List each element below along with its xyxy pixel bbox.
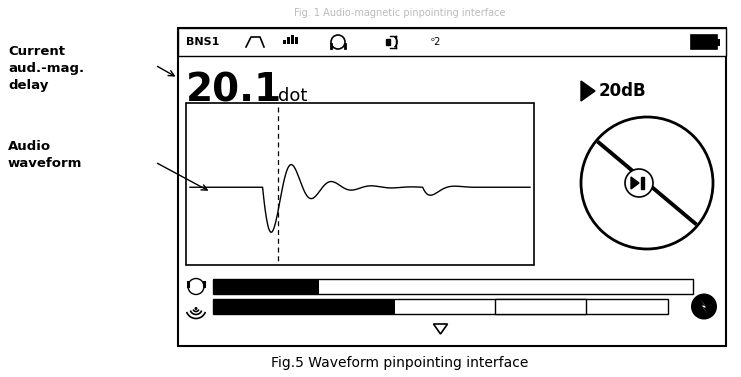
Bar — [283, 40, 285, 44]
Bar — [287, 37, 290, 44]
Text: waveform: waveform — [8, 157, 82, 170]
Bar — [178, 28, 726, 56]
Circle shape — [625, 169, 653, 197]
Bar — [291, 35, 293, 44]
Bar — [213, 279, 693, 294]
Bar — [691, 35, 717, 49]
Bar — [213, 279, 319, 294]
Text: Current: Current — [8, 45, 65, 58]
Polygon shape — [581, 81, 595, 101]
Text: ᵒ2: ᵒ2 — [431, 37, 441, 47]
Polygon shape — [631, 177, 639, 189]
Bar — [295, 37, 297, 44]
Circle shape — [194, 307, 198, 310]
Circle shape — [691, 294, 717, 319]
Bar — [186, 103, 534, 265]
Bar — [178, 28, 726, 346]
Text: Fig.5 Waveform pinpointing interface: Fig.5 Waveform pinpointing interface — [271, 356, 528, 370]
Polygon shape — [700, 299, 708, 314]
Text: aud.-mag.: aud.-mag. — [8, 62, 84, 75]
Text: 20.1: 20.1 — [186, 72, 282, 110]
Bar — [495, 299, 586, 314]
Text: Audio: Audio — [8, 140, 51, 153]
Text: BNS1: BNS1 — [186, 37, 219, 47]
Text: Fig. 1 Audio-magnetic pinpointing interface: Fig. 1 Audio-magnetic pinpointing interf… — [294, 8, 506, 18]
Circle shape — [581, 117, 713, 249]
Polygon shape — [641, 177, 644, 189]
Text: delay: delay — [8, 79, 48, 92]
Text: 20dB: 20dB — [599, 82, 647, 100]
Text: dot: dot — [278, 87, 308, 105]
Bar — [717, 38, 720, 46]
Bar — [213, 299, 395, 314]
Bar — [213, 299, 668, 314]
Polygon shape — [386, 39, 390, 45]
